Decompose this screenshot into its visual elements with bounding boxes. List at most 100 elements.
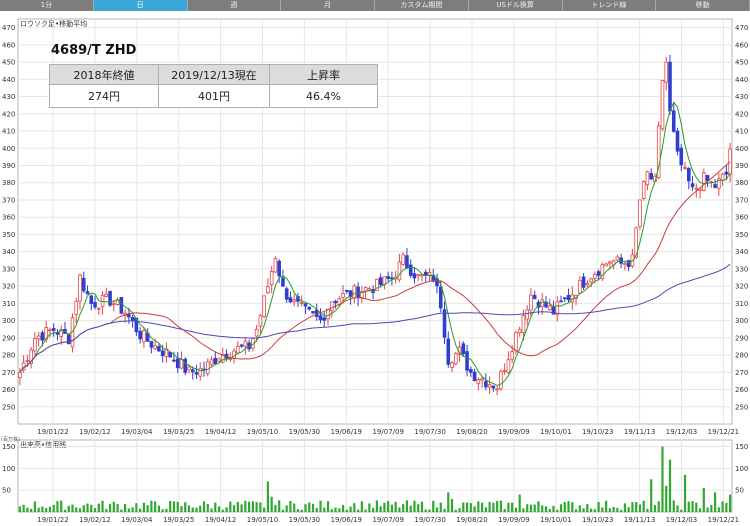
volume-bar: [589, 508, 593, 512]
x-tick-label: 19/04/12: [205, 428, 236, 436]
volume-bar: [56, 501, 59, 512]
tab-0[interactable]: 1分: [0, 0, 94, 11]
tab-4[interactable]: カスタム期間: [375, 0, 469, 11]
candle-body: [461, 343, 466, 355]
volume-bar: [45, 507, 48, 512]
x-tick-label: 19/12/03: [666, 428, 697, 436]
volume-bar: [571, 502, 574, 512]
info-box: 4689/T ZHD 2018年終値 2019/12/13現在 上昇率 274円…: [49, 43, 378, 108]
volume-bar: [541, 505, 544, 512]
volume-bar: [729, 494, 732, 512]
volume-bar: [469, 503, 472, 512]
tab-5[interactable]: USドル換算: [469, 0, 563, 11]
candle-body: [36, 335, 41, 340]
y-tick-label-left: 440: [2, 76, 15, 84]
candle-body: [292, 299, 297, 302]
tab-7[interactable]: 移動: [656, 0, 750, 11]
volume-bar: [308, 502, 311, 512]
candle-body: [378, 277, 383, 285]
volume-bar: [661, 446, 664, 512]
y-tick-label-left: 330: [2, 265, 15, 273]
candle-body: [525, 309, 529, 320]
volume-panel: [17, 439, 733, 513]
candle-body: [585, 283, 590, 286]
candle-body: [205, 361, 210, 374]
candle-body: [243, 340, 248, 347]
candle-body: [649, 173, 654, 180]
y-tick-label-left: 350: [2, 231, 15, 239]
candle-body: [329, 301, 334, 312]
x-tick-label-volume: 19/12/03: [666, 516, 697, 524]
candle-body: [517, 329, 522, 334]
tab-1[interactable]: 日: [93, 0, 188, 11]
y-tick-label-left: 430: [2, 93, 15, 101]
volume-bar: [338, 508, 341, 512]
price-panel-label: ロウソク足•移動平均: [20, 19, 87, 28]
x-tick-label-volume: 19/05/30: [289, 516, 320, 524]
candle-body: [187, 366, 191, 371]
volume-bar: [511, 502, 514, 512]
y-tick-label-left: 410: [2, 128, 15, 136]
volume-bar: [680, 509, 683, 512]
volume-bar: [668, 459, 672, 512]
tab-2[interactable]: 週: [188, 0, 282, 11]
volume-bar: [642, 500, 645, 512]
volume-bar: [157, 505, 161, 512]
volume-bar: [293, 503, 296, 512]
x-tick-label-volume: 19/12/21: [708, 516, 739, 524]
volume-bar: [101, 500, 104, 512]
volume-bar: [345, 509, 348, 512]
volume-bar: [67, 505, 70, 512]
y-tick-label-right: 370: [735, 196, 748, 204]
volume-bar: [548, 509, 551, 512]
candle-body: [78, 274, 82, 302]
volume-bar: [537, 501, 540, 512]
candle-body: [476, 379, 481, 385]
candle-body: [491, 385, 496, 389]
volume-bar: [191, 507, 194, 512]
candle-body: [360, 291, 364, 298]
volume-bar: [300, 509, 303, 512]
candle-body: [18, 372, 22, 379]
y-tick-label-right: 300: [735, 317, 748, 325]
x-tick-label-volume: 19/09/09: [498, 516, 529, 524]
candle-body: [134, 317, 139, 333]
candle-body: [258, 315, 263, 327]
candle-body: [168, 352, 172, 358]
volume-bar: [236, 501, 239, 512]
volume-bar: [432, 500, 435, 512]
candle-body: [686, 167, 691, 182]
x-tick-label: 19/10/23: [582, 428, 613, 436]
y-tick-label-left: 360: [2, 214, 15, 222]
tab-6[interactable]: トレンド線: [563, 0, 657, 11]
candle-body: [487, 384, 492, 388]
candle-body: [532, 294, 537, 300]
candle-body: [172, 359, 176, 362]
y-tick-label-left: 470: [2, 24, 15, 32]
volume-bar: [398, 507, 401, 512]
candle-body: [149, 340, 154, 348]
volume-bar: [492, 502, 495, 512]
tab-3[interactable]: 月: [281, 0, 375, 11]
y-tick-label-left: 340: [2, 248, 15, 256]
y-tick-label-right: 450: [735, 59, 748, 67]
candle-body: [472, 371, 477, 382]
volume-bar: [439, 502, 442, 512]
y-tick-label-right: 330: [735, 265, 748, 273]
candle-body: [127, 313, 131, 318]
volume-bar: [202, 501, 206, 512]
candle-body: [33, 338, 37, 352]
x-tick-label: 19/08/20: [456, 428, 487, 436]
x-tick-label-volume: 19/01/22: [37, 516, 68, 524]
volume-bar: [142, 502, 145, 512]
candle-body: [262, 295, 266, 317]
x-tick-label-volume: 19/07/09: [372, 516, 403, 524]
y-tick-label-left: 380: [2, 179, 15, 187]
volume-bar: [319, 500, 322, 512]
volume-bar: [368, 503, 371, 512]
volume-bar: [30, 508, 33, 512]
volume-bar: [635, 502, 638, 512]
volume-bar: [97, 503, 100, 512]
candle-body: [544, 302, 548, 308]
volume-bar: [135, 503, 138, 512]
